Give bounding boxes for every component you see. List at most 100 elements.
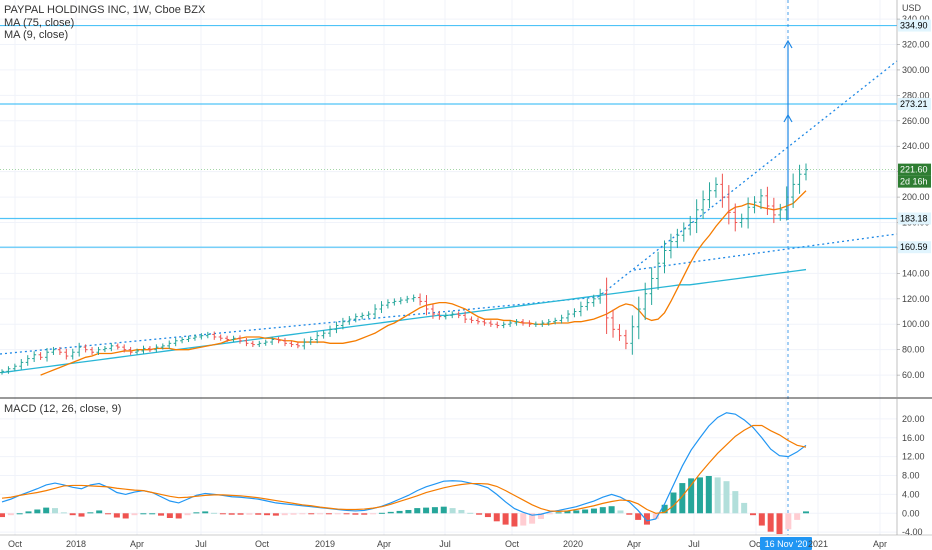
price-tick-label: 140.00 [902,268,930,278]
time-tick-label: Apr [130,539,144,549]
price-bar [630,315,635,355]
price-tick-label: 120.00 [902,294,930,304]
macd-hist-bar [705,475,712,514]
macd-hist-bar [643,513,650,525]
price-bar [733,203,738,232]
price-tick-label: 80.00 [902,345,925,355]
macd-hist-bar [211,512,218,514]
price-bar [212,331,217,340]
price-bar [32,351,37,363]
price-bar [109,343,114,352]
symbol-title[interactable]: PAYPAL HOLDINGS INC, 1W, Cboe BZX [4,4,206,16]
macd-legend[interactable]: MACD (12, 26, close, 9) [4,403,122,415]
time-tick-label: 2018 [66,539,86,549]
macd-hist-bar [431,507,438,514]
price-bar [167,340,172,349]
price-bar [726,185,731,225]
price-bar [90,346,95,355]
price-bar [83,344,88,353]
macd-hist-bar [767,513,774,532]
ma9-legend[interactable]: MA (9, close) [4,29,69,41]
lower-channel-line[interactable] [633,233,898,271]
price-bar [713,177,718,198]
price-bar [707,182,712,209]
macd-hist-bar [193,512,200,514]
price-bar [720,173,725,208]
macd-hist-bar [670,492,677,514]
macd-hist-bar [43,507,50,514]
ma9-path [40,190,807,376]
ma75-legend[interactable]: MA (75, close) [4,17,75,29]
price-bar [96,346,101,355]
macd-hist-bar [0,513,5,518]
macd-hist-bar [396,510,403,514]
price-bar [566,310,571,322]
price-bar [623,329,628,350]
macd-hist-bar [122,513,129,519]
price-bar [546,319,551,326]
price-axis[interactable]: 60.0080.00100.00120.00140.00160.00180.00… [897,14,930,380]
time-tick-label: Oct [8,539,23,549]
date-cursor-badge [760,537,812,550]
countdown-badge [898,175,931,188]
price-bar [540,320,545,327]
macd-hist-bar [714,477,721,514]
price-bar [559,314,564,324]
time-tick-label: Apr [377,539,391,549]
steep-trend-line[interactable] [597,60,898,298]
macd-tick-label: 4.00 [902,489,920,499]
macd-hist-bar [696,477,703,514]
price-bar [411,294,416,302]
macd-hist-bar [52,508,59,514]
time-tick-label: 2020 [563,539,583,549]
macd-hist-bar [378,512,385,514]
price-bar [591,294,596,307]
macd-hist-bar [113,513,120,518]
last-price-badge [898,163,931,176]
price-tick-label: 100.00 [902,319,930,329]
macd-hist-bar [16,513,23,515]
macd-hist-bar [149,513,156,515]
macd-hist-bar [520,513,527,526]
macd-hist-bar [458,509,465,514]
macd-hist-bar [325,513,332,515]
horizontal-levels[interactable] [0,24,897,248]
macd-hist-bar [78,513,85,517]
time-axis[interactable]: Oct 2018 Apr Jul Oct 2019 Apr Jul Oct 2020 Apr Jul O… [8,537,887,550]
price-bar [186,335,191,343]
price-bar [302,338,307,350]
price-bar [553,317,558,325]
price-bar [398,297,403,305]
upper-channel-line[interactable] [0,296,599,355]
macd-hist-bar [449,508,456,514]
currency-label: USD [902,3,922,13]
macd-hist-bar [308,513,315,515]
time-tick-label: 2019 [315,539,335,549]
macd-tick-label: 16.00 [902,433,925,443]
price-bar [752,196,757,214]
price-bar [51,346,56,355]
price-bar [533,321,538,327]
macd-tick-label: 20.00 [902,414,925,424]
price-bar [115,343,120,350]
trend-lines[interactable] [0,0,898,535]
price-bar [508,320,513,327]
ma75-path [1,268,807,374]
price-bar [746,197,751,229]
price-bar [315,332,320,344]
ma9-line [40,190,807,376]
price-bar [360,312,365,320]
macd-hist-bar [414,508,421,514]
time-tick-label: Oct [505,539,520,549]
time-tick-label: Jul [688,539,700,549]
price-bar [70,348,75,360]
macd-hist-bar [599,507,606,514]
macd-hist-bar [476,513,483,515]
macd-axis[interactable]: -4.00 0.00 4.00 8.00 12.00 16.00 20.00 [902,414,925,537]
price-bar [102,346,107,353]
level-label: 273.21 [900,99,928,109]
price-bar [675,228,680,249]
price-bar [424,295,429,316]
price-tick-label: 60.00 [902,370,925,380]
